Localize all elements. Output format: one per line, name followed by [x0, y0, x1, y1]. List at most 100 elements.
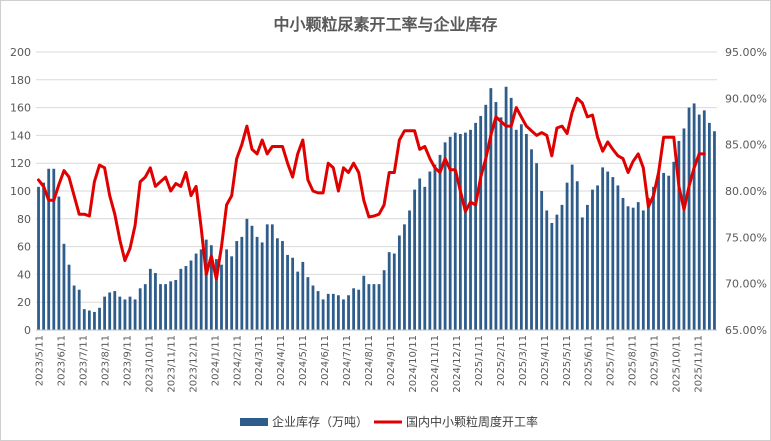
inventory-bar	[672, 161, 676, 330]
x-tick-label: 2023/11/11	[166, 335, 177, 393]
inventory-bar	[306, 277, 310, 330]
inventory-bar	[525, 134, 528, 330]
inventory-bar	[397, 235, 401, 330]
x-tick-label: 2024/10/11	[408, 335, 419, 393]
inventory-bar	[108, 292, 112, 330]
inventory-bar	[713, 131, 716, 330]
inventory-bar	[174, 279, 178, 330]
inventory-bar	[692, 103, 696, 331]
inventory-bar	[103, 296, 107, 330]
inventory-bar	[225, 249, 228, 330]
inventory-bar	[601, 167, 605, 330]
inventory-bar	[504, 86, 508, 330]
inventory-bar	[530, 149, 533, 330]
inventory-bar	[423, 186, 427, 330]
inventory-bar	[245, 218, 249, 330]
bar-series	[37, 86, 716, 331]
inventory-bar	[646, 197, 650, 330]
inventory-bar	[164, 284, 167, 330]
left-tick-label: 80	[17, 213, 31, 226]
x-tick-label: 2024/4/11	[276, 335, 287, 386]
line-series	[37, 96, 706, 281]
inventory-bar	[367, 284, 371, 330]
inventory-bar	[413, 189, 417, 330]
inventory-bar	[702, 110, 706, 330]
inventory-bar	[331, 293, 335, 330]
inventory-bar	[499, 117, 503, 330]
left-tick-label: 60	[17, 241, 31, 254]
inventory-bar	[204, 239, 208, 330]
inventory-bar	[286, 254, 289, 330]
x-tick-label: 2024/2/11	[232, 335, 243, 386]
inventory-bar	[657, 172, 660, 330]
inventory-bar	[372, 284, 376, 330]
x-tick-label: 2024/12/11	[452, 335, 463, 393]
inventory-bar	[616, 185, 620, 330]
inventory-bar	[37, 186, 40, 330]
x-tick-label: 2023/10/11	[144, 335, 155, 393]
inventory-bar	[550, 222, 554, 330]
right-tick-label: 65.00%	[725, 324, 767, 337]
legend-bar-label: 企业库存（万吨）	[272, 414, 368, 429]
x-tick-label: 2024/9/11	[386, 335, 397, 386]
x-tick-label: 2025/2/11	[496, 335, 507, 386]
inventory-bar	[138, 288, 142, 330]
inventory-bar	[458, 134, 462, 330]
left-tick-label: 120	[10, 157, 31, 170]
inventory-bar	[82, 309, 86, 330]
inventory-bar	[687, 107, 691, 330]
inventory-bar	[697, 114, 701, 330]
inventory-bar	[418, 178, 422, 330]
inventory-bar	[265, 224, 269, 330]
inventory-bar	[641, 210, 645, 330]
x-tick-label: 2025/9/11	[650, 335, 661, 386]
inventory-bar	[301, 261, 305, 330]
inventory-bar	[270, 224, 274, 330]
inventory-bar	[199, 249, 203, 330]
inventory-bar	[169, 281, 173, 330]
right-tick-label: 85.00%	[725, 139, 767, 152]
x-tick-label: 2023/7/11	[79, 335, 90, 386]
inventory-bar	[93, 311, 96, 330]
inventory-bar	[47, 168, 51, 330]
inventory-bar	[342, 299, 345, 330]
x-tick-label: 2024/6/11	[320, 335, 331, 386]
left-axis: 0 20 40 60 80 100 120 140 160 180 200	[10, 46, 31, 337]
legend: 企业库存（万吨） 国内中小颗粒周度开工率	[240, 414, 538, 429]
inventory-bar	[184, 266, 188, 330]
inventory-bar	[235, 241, 239, 330]
inventory-bar	[118, 296, 122, 330]
x-axis: 2023/5/11 2023/6/11 2023/7/11 2023/8/11 2023…	[35, 335, 705, 393]
inventory-bar	[570, 164, 574, 330]
inventory-bar	[215, 259, 218, 330]
inventory-bar	[611, 177, 615, 330]
x-tick-label: 2023/12/11	[188, 335, 199, 393]
inventory-bar	[133, 299, 137, 330]
inventory-bar	[636, 202, 640, 330]
inventory-bar	[113, 291, 117, 330]
inventory-bar	[586, 204, 589, 330]
inventory-bar	[652, 186, 655, 330]
inventory-bar	[321, 299, 325, 330]
x-tick-label: 2025/7/11	[606, 335, 617, 386]
inventory-bar	[52, 168, 56, 330]
x-tick-label: 2025/5/11	[562, 335, 573, 386]
inventory-bar	[362, 275, 366, 330]
left-tick-label: 180	[10, 74, 31, 87]
inventory-bar	[667, 175, 671, 330]
x-tick-label: 2025/8/11	[628, 335, 639, 386]
inventory-bar	[230, 256, 234, 330]
inventory-bar	[189, 260, 193, 330]
inventory-bar	[377, 284, 381, 330]
inventory-bar	[626, 206, 630, 330]
inventory-bar	[448, 136, 452, 330]
left-tick-label: 200	[10, 46, 31, 59]
x-tick-label: 2025/1/11	[474, 335, 485, 386]
inventory-bar	[469, 129, 472, 330]
inventory-bar	[464, 132, 467, 330]
inventory-bar	[250, 225, 254, 330]
right-tick-label: 70.00%	[725, 278, 767, 291]
inventory-bar	[489, 88, 493, 330]
inventory-bar	[67, 264, 71, 330]
inventory-bar	[291, 257, 295, 330]
